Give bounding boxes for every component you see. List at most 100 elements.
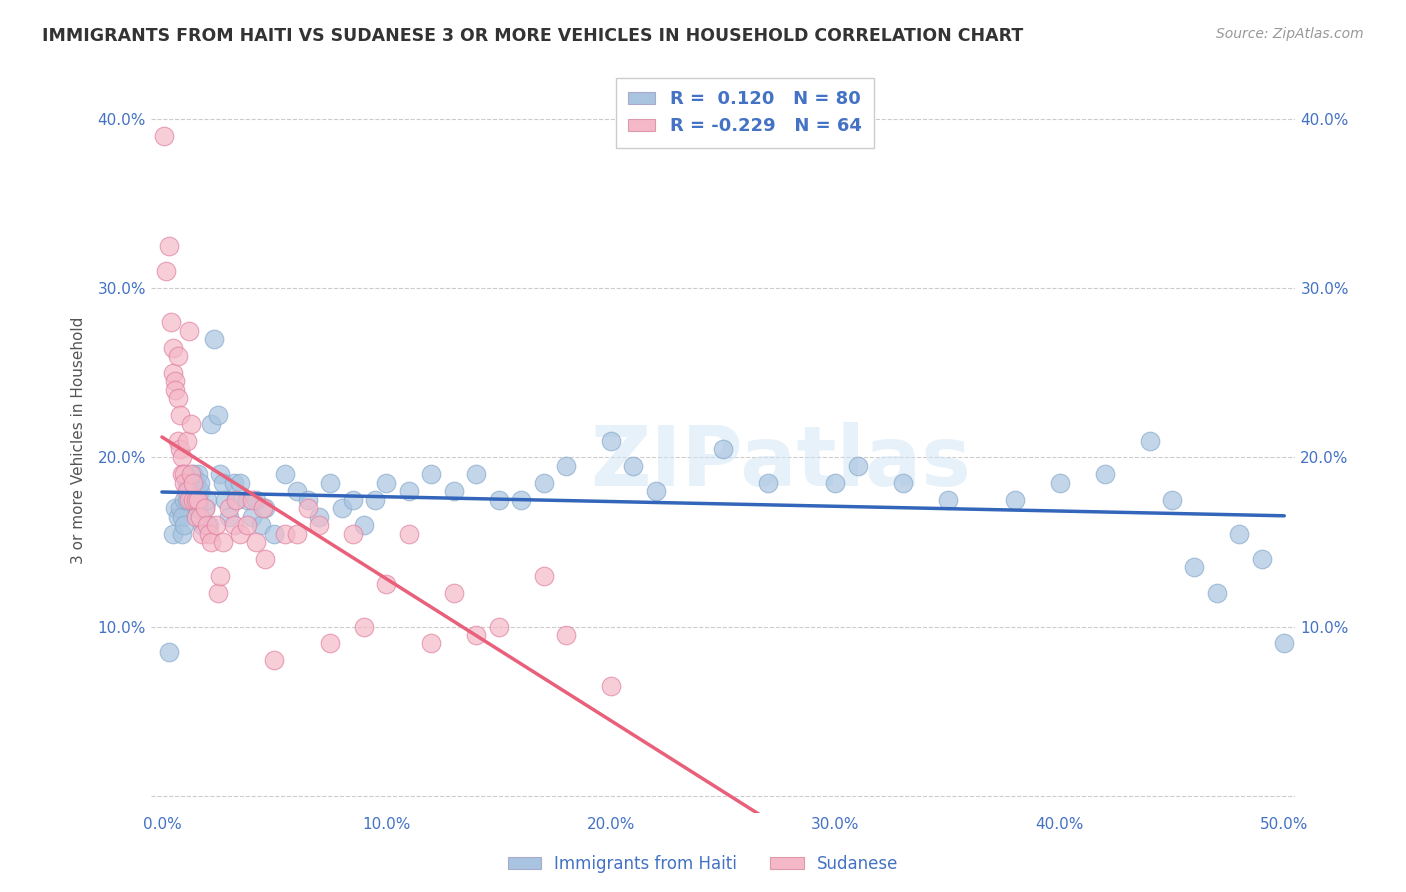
- Point: [184, 492, 207, 507]
- Point: [225, 492, 247, 507]
- Point: [644, 484, 666, 499]
- Point: [1272, 636, 1295, 650]
- Point: [420, 467, 443, 482]
- Point: [319, 636, 342, 650]
- Point: [308, 509, 330, 524]
- Point: [599, 679, 621, 693]
- Point: [465, 467, 488, 482]
- Point: [176, 434, 198, 448]
- Point: [188, 484, 211, 499]
- Point: [183, 492, 205, 507]
- Point: [211, 475, 233, 490]
- Point: [375, 577, 398, 591]
- Point: [319, 475, 342, 490]
- Point: [375, 475, 398, 490]
- Point: [245, 492, 267, 507]
- Point: [533, 569, 555, 583]
- Point: [169, 501, 191, 516]
- Point: [236, 492, 259, 507]
- Point: [173, 518, 195, 533]
- Point: [398, 484, 420, 499]
- Point: [207, 408, 229, 422]
- Point: [342, 492, 364, 507]
- Point: [198, 518, 221, 533]
- Y-axis label: 3 or more Vehicles in Household: 3 or more Vehicles in Household: [72, 317, 86, 565]
- Point: [169, 442, 191, 456]
- Point: [176, 475, 198, 490]
- Point: [510, 492, 533, 507]
- Point: [1206, 585, 1229, 599]
- Point: [183, 475, 205, 490]
- Point: [274, 526, 297, 541]
- Point: [166, 349, 188, 363]
- Point: [207, 585, 229, 599]
- Point: [153, 129, 176, 144]
- Point: [166, 391, 188, 405]
- Point: [398, 526, 420, 541]
- Point: [191, 518, 214, 533]
- Point: [173, 475, 195, 490]
- Point: [1094, 467, 1116, 482]
- Point: [240, 492, 263, 507]
- Point: [209, 569, 232, 583]
- Point: [200, 417, 222, 431]
- Point: [274, 467, 297, 482]
- Point: [200, 535, 222, 549]
- Point: [177, 324, 200, 338]
- Point: [364, 492, 387, 507]
- Point: [254, 552, 277, 566]
- Point: [209, 467, 232, 482]
- Point: [191, 526, 214, 541]
- Point: [172, 526, 194, 541]
- Point: [222, 518, 245, 533]
- Point: [218, 501, 240, 516]
- Point: [160, 315, 183, 329]
- Point: [165, 383, 187, 397]
- Text: Source: ZipAtlas.com: Source: ZipAtlas.com: [1216, 27, 1364, 41]
- Point: [1004, 492, 1026, 507]
- Point: [162, 341, 184, 355]
- Point: [222, 475, 245, 490]
- Point: [218, 509, 240, 524]
- Point: [1049, 475, 1071, 490]
- Point: [198, 526, 221, 541]
- Point: [157, 645, 180, 659]
- Point: [1139, 434, 1161, 448]
- Point: [187, 501, 209, 516]
- Point: [204, 518, 226, 533]
- Point: [177, 475, 200, 490]
- Point: [443, 585, 465, 599]
- Point: [236, 518, 259, 533]
- Point: [263, 653, 285, 667]
- Point: [214, 492, 236, 507]
- Point: [621, 458, 644, 473]
- Legend: R =  0.120   N = 80, R = -0.229   N = 64: R = 0.120 N = 80, R = -0.229 N = 64: [616, 78, 875, 148]
- Point: [194, 501, 217, 516]
- Point: [756, 475, 779, 490]
- Point: [184, 475, 207, 490]
- Point: [285, 484, 308, 499]
- Point: [165, 375, 187, 389]
- Point: [184, 501, 207, 516]
- Point: [555, 458, 578, 473]
- Point: [162, 366, 184, 380]
- Point: [249, 518, 271, 533]
- Point: [263, 526, 285, 541]
- Point: [188, 509, 211, 524]
- Point: [443, 484, 465, 499]
- Point: [194, 501, 217, 516]
- Point: [162, 526, 184, 541]
- Point: [465, 628, 488, 642]
- Point: [308, 518, 330, 533]
- Point: [180, 417, 202, 431]
- Point: [166, 434, 188, 448]
- Point: [155, 264, 177, 278]
- Point: [846, 458, 869, 473]
- Point: [488, 492, 510, 507]
- Point: [169, 408, 191, 422]
- Point: [330, 501, 353, 516]
- Point: [555, 628, 578, 642]
- Point: [297, 501, 319, 516]
- Point: [180, 492, 202, 507]
- Point: [488, 619, 510, 633]
